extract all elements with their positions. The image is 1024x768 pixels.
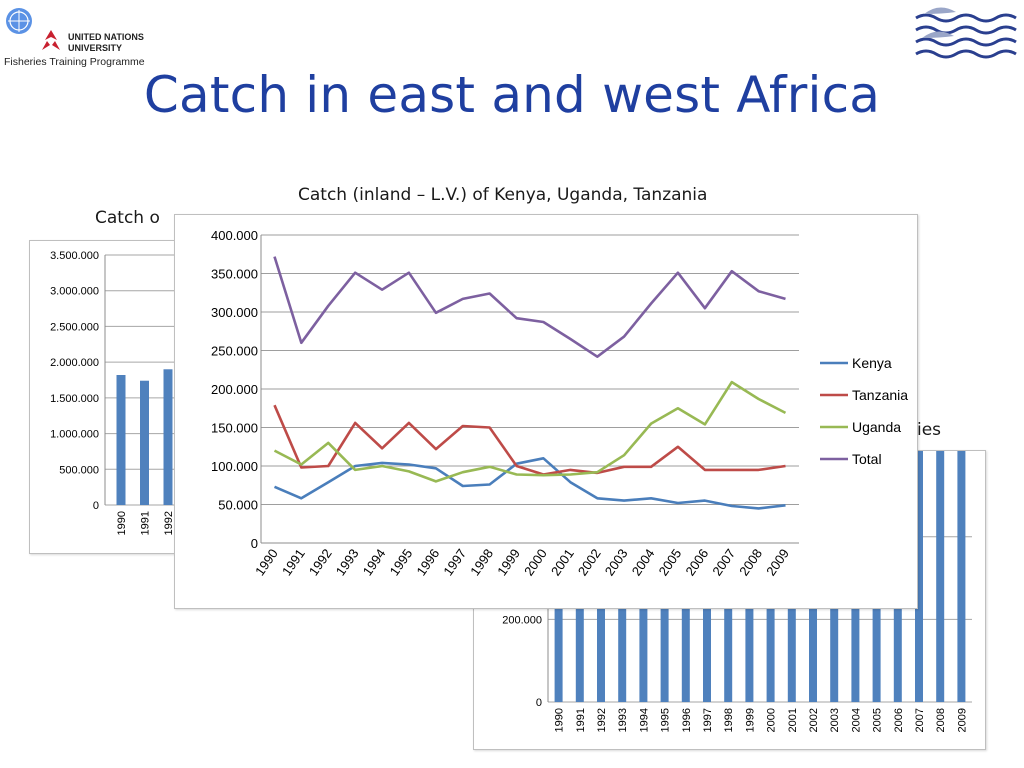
- un-university-wordmark: UNITED NATIONS UNIVERSITY: [68, 32, 144, 54]
- bar-1990: [116, 375, 126, 505]
- inland-line-chart-panel: 0 50.000 100.000 150.000 200.000 250.000 300.0…: [174, 214, 918, 609]
- y-tick-label: 50.000: [218, 498, 258, 513]
- y-tick-label: 0: [93, 500, 99, 512]
- y-tick-label: 100.000: [211, 459, 258, 474]
- x-tick-label: 1990: [116, 511, 128, 535]
- y-tick-label: 150.000: [211, 421, 258, 436]
- x-tick-label: 1999: [494, 546, 523, 578]
- y-tick-label: 350.000: [211, 267, 258, 282]
- y-tick-label: 2.500.000: [50, 321, 99, 333]
- caption-left-partial: Catch o: [95, 208, 160, 228]
- x-tick-label: 1994: [638, 708, 650, 732]
- bar-2008: [936, 309, 945, 702]
- series-line-uganda: [273, 380, 787, 483]
- x-tick-label: 1993: [617, 708, 629, 732]
- x-tick-label: 2005: [872, 708, 884, 732]
- x-tick-label: 2009: [956, 708, 968, 732]
- bar-1991: [140, 380, 149, 505]
- programme-name: Fisheries Training Programme: [4, 56, 145, 68]
- series-line-total: [273, 256, 786, 358]
- x-tick-label: 1999: [744, 708, 756, 732]
- x-tick-label: 2008: [935, 708, 947, 732]
- x-tick-label: 1998: [723, 708, 735, 732]
- bar-1992: [163, 369, 173, 505]
- x-tick-label: 1995: [387, 546, 416, 578]
- y-tick-label: 200.000: [211, 382, 258, 397]
- x-tick-label: 2002: [808, 708, 820, 732]
- slide-title: Catch in east and west Africa: [143, 66, 881, 124]
- x-tick-label: 2004: [850, 708, 862, 732]
- x-tick-label: 2002: [575, 546, 604, 578]
- series-line-kenya: [273, 457, 786, 510]
- x-tick-label: 1998: [467, 546, 496, 578]
- x-tick-label: 2000: [521, 546, 550, 578]
- x-tick-label: 1991: [279, 546, 308, 578]
- y-tick-label: 2.000.000: [50, 357, 99, 369]
- y-tick-label: 1.000.000: [50, 429, 99, 441]
- x-tick-label: 2003: [829, 708, 841, 732]
- y-tick-label: 400.000: [211, 228, 258, 243]
- x-tick-label: 1992: [306, 546, 335, 578]
- x-tick-label: 2006: [682, 546, 711, 578]
- x-tick-label: 2007: [709, 546, 738, 578]
- x-tick-label: 1993: [333, 546, 362, 578]
- y-tick-label: 500.000: [59, 464, 99, 476]
- inland-line-chart: 0 50.000 100.000 150.000 200.000 250.000 300.0…: [211, 228, 908, 578]
- y-tick-label: 0: [251, 536, 258, 551]
- legend-label-kenya: Kenya: [852, 355, 892, 371]
- un-line1: UNITED NATIONS: [68, 32, 144, 42]
- x-tick-label: 1992: [596, 708, 608, 732]
- x-tick-label: 1997: [440, 546, 469, 578]
- x-tick-label: 1995: [660, 708, 672, 732]
- y-tick-label: 0: [536, 697, 542, 709]
- x-tick-label: 2000: [766, 708, 778, 732]
- x-tick-label: 1996: [681, 708, 693, 732]
- x-tick-label: 2001: [787, 708, 799, 732]
- x-tick-label: 2004: [629, 546, 658, 578]
- y-tick-label: 1.500.000: [50, 393, 99, 405]
- legend-label-uganda: Uganda: [852, 419, 901, 435]
- x-tick-label: 2006: [893, 708, 905, 732]
- left-bar-chart: 0 500.000 1.000.000 1.500.000 2.000.000 2.500…: [50, 250, 190, 535]
- series-line-tanzania: [273, 404, 786, 476]
- caption-inland: Catch (inland – L.V.) of Kenya, Uganda, …: [298, 185, 708, 205]
- y-tick-label: 250.000: [211, 344, 258, 359]
- x-tick-label: 1996: [413, 546, 442, 578]
- y-tick-label: 3.500.000: [50, 250, 99, 262]
- y-tick-label: 200.000: [502, 614, 542, 626]
- x-tick-label: 1991: [575, 708, 587, 732]
- bar-2009: [957, 441, 966, 702]
- x-tick-label: 2005: [656, 546, 685, 578]
- legend-label-total: Total: [852, 451, 882, 467]
- y-tick-label: 3.000.000: [50, 286, 99, 298]
- un-logo-group: UNITED NATIONS UNIVERSITY Fisheries Trai…: [2, 4, 162, 70]
- legend-label-tanzania: Tanzania: [852, 387, 908, 403]
- x-tick-label: 2001: [548, 546, 577, 578]
- unu-emblem-icon: [42, 30, 60, 50]
- left-bar-chart-panel: 0 500.000 1.000.000 1.500.000 2.000.000 2.500…: [29, 240, 191, 554]
- x-tick-label: 2008: [736, 546, 765, 578]
- y-tick-label: 300.000: [211, 305, 258, 320]
- x-tick-label: 2003: [602, 546, 631, 578]
- x-tick-label: 2007: [914, 708, 926, 732]
- x-tick-label: 2009: [763, 546, 792, 578]
- un-emblem-icon: [6, 8, 32, 34]
- caption-right-partial: ies: [917, 420, 942, 440]
- x-tick-label: 1991: [140, 511, 152, 535]
- waves-fish-logo-icon: [915, 7, 1017, 59]
- x-tick-label: 1997: [702, 708, 714, 732]
- x-tick-label: 1994: [360, 546, 389, 578]
- un-line2: UNIVERSITY: [68, 43, 123, 53]
- bar-2007: [915, 289, 923, 702]
- x-tick-label: 1990: [554, 708, 566, 732]
- x-tick-label: 1992: [163, 511, 175, 535]
